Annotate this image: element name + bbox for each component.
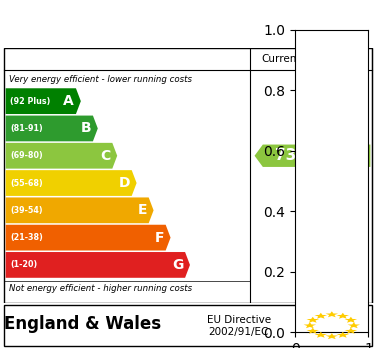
Text: B: B xyxy=(80,121,91,135)
Text: Potential: Potential xyxy=(319,54,365,64)
Polygon shape xyxy=(306,317,319,323)
Text: D: D xyxy=(118,176,130,190)
Text: E: E xyxy=(137,203,147,218)
Polygon shape xyxy=(326,333,338,339)
Text: (1-20): (1-20) xyxy=(10,260,37,269)
Text: (39-54): (39-54) xyxy=(10,206,43,215)
Polygon shape xyxy=(326,311,338,317)
Text: 73: 73 xyxy=(274,148,296,163)
Text: (55-68): (55-68) xyxy=(10,179,43,188)
Polygon shape xyxy=(6,225,171,251)
Text: A: A xyxy=(63,94,74,108)
Polygon shape xyxy=(6,116,98,141)
Text: Very energy efficient - lower running costs: Very energy efficient - lower running co… xyxy=(9,76,193,84)
Text: (81-91): (81-91) xyxy=(10,124,43,133)
Text: Current: Current xyxy=(261,54,301,64)
Text: EU Directive: EU Directive xyxy=(207,315,271,325)
Polygon shape xyxy=(347,322,360,328)
Text: G: G xyxy=(172,258,183,272)
Polygon shape xyxy=(303,322,316,328)
Text: Not energy efficient - higher running costs: Not energy efficient - higher running co… xyxy=(9,284,193,293)
Polygon shape xyxy=(306,328,319,334)
Text: (21-38): (21-38) xyxy=(10,233,43,242)
Polygon shape xyxy=(6,88,81,114)
Text: 73: 73 xyxy=(337,148,358,163)
Text: (92 Plus): (92 Plus) xyxy=(10,97,50,106)
Polygon shape xyxy=(6,252,190,278)
Polygon shape xyxy=(317,144,370,167)
Polygon shape xyxy=(315,313,327,319)
Polygon shape xyxy=(6,197,153,223)
Polygon shape xyxy=(344,317,357,323)
Text: Energy Efficiency Rating: Energy Efficiency Rating xyxy=(64,15,312,33)
Text: C: C xyxy=(100,149,111,163)
Text: England & Wales: England & Wales xyxy=(4,316,161,333)
Polygon shape xyxy=(6,170,136,196)
Polygon shape xyxy=(315,332,327,338)
Polygon shape xyxy=(337,313,349,319)
Polygon shape xyxy=(344,328,357,334)
Text: F: F xyxy=(154,231,164,245)
Polygon shape xyxy=(6,143,117,169)
Text: 2002/91/EC: 2002/91/EC xyxy=(209,327,269,337)
Text: (69-80): (69-80) xyxy=(10,151,43,160)
Polygon shape xyxy=(337,332,349,338)
Polygon shape xyxy=(255,144,308,167)
